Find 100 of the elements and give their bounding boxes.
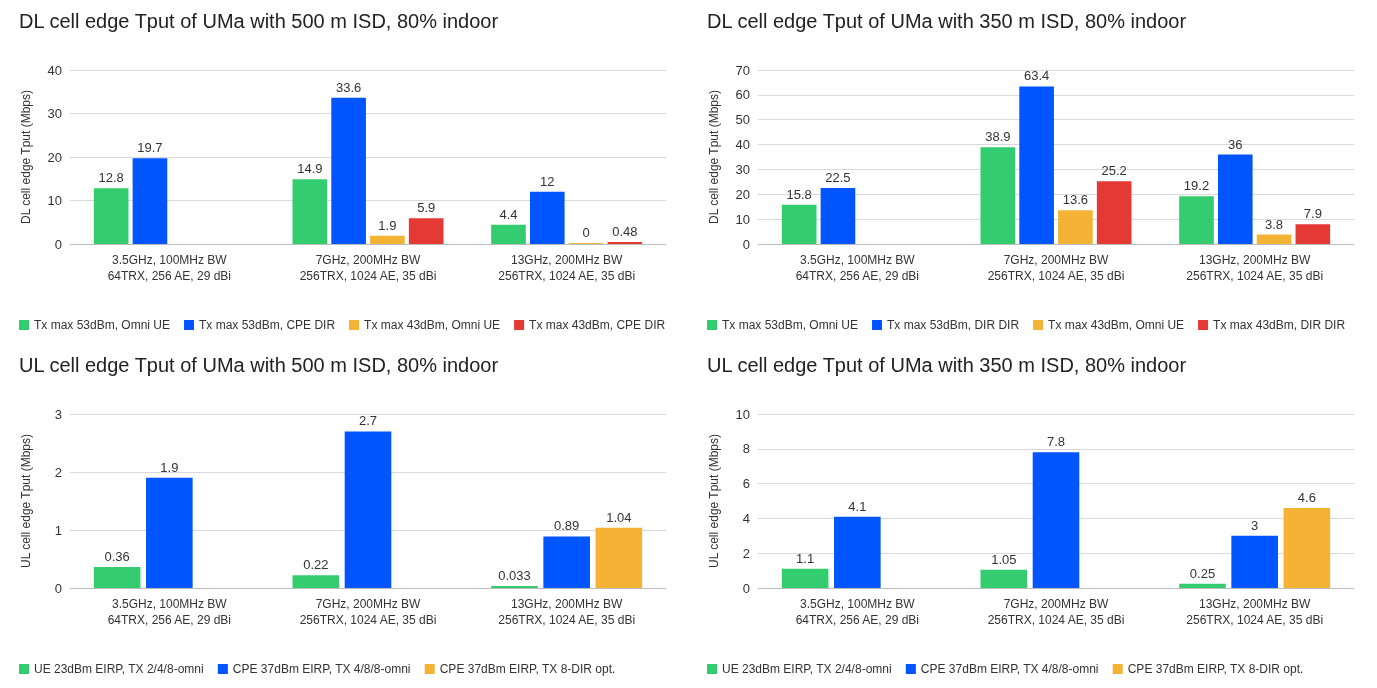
bar — [331, 97, 366, 244]
legend-label: Tx max 53dBm, Omni UE — [722, 318, 859, 332]
legend-label: Tx max 53dBm, DIR DIR — [887, 318, 1020, 332]
data-label: 0.36 — [104, 549, 130, 565]
y-tick-label: 2 — [742, 545, 750, 561]
legend-label: Tx max 43dBm, DIR DIR — [1213, 318, 1346, 332]
bar — [834, 516, 881, 588]
x-tick-label: 13GHz, 200MHz BW 256TRX, 1024 AE, 35 dBi — [498, 253, 636, 283]
data-label: 15.8 — [786, 186, 812, 202]
x-tick-label: 7GHz, 200MHz BW 256TRX, 1024 AE, 35 dBi — [299, 597, 437, 627]
data-label: 1.05 — [991, 551, 1017, 567]
y-axis-title: DL cell edge Tput (Mbps) — [707, 89, 721, 225]
chart-title: UL cell edge Tput of UMa with 500 m ISD, 80% indoor — [19, 354, 499, 376]
x-tick-label: 3.5GHz, 100MHz BW 64TRX, 256 AE, 29 dBi — [107, 597, 232, 627]
data-label: 7.8 — [1046, 434, 1066, 450]
bar — [292, 575, 340, 588]
bar — [1179, 196, 1214, 244]
bar — [1058, 210, 1093, 244]
y-tick-label: 0 — [54, 580, 62, 596]
x-tick-label: 13GHz, 200MHz BW 256TRX, 1024 AE, 35 dBi — [1186, 253, 1324, 283]
bar — [491, 224, 526, 244]
data-label: 2.7 — [358, 413, 378, 429]
y-tick-label: 40 — [735, 137, 750, 153]
bar — [1256, 234, 1292, 244]
data-label: 1.04 — [606, 509, 632, 525]
y-tick-label: 1 — [54, 522, 62, 538]
bar — [1096, 181, 1132, 244]
legend-label: UE 23dBm EIRP, TX 2/4/8-omni — [722, 662, 892, 676]
bar — [93, 188, 129, 244]
x-tick-label: 13GHz, 200MHz BW 256TRX, 1024 AE, 35 dBi — [498, 597, 636, 627]
data-label: 4.1 — [848, 498, 867, 514]
x-tick-label: 3.5GHz, 100MHz BW 64TRX, 256 AE, 29 dBi — [795, 253, 920, 283]
y-tick-label: 4 — [742, 510, 750, 526]
bar — [1231, 535, 1278, 588]
data-label: 19.7 — [137, 140, 163, 156]
legend-label: Tx max 53dBm, Omni UE — [34, 318, 171, 332]
bar — [543, 536, 590, 588]
chart-title: UL cell edge Tput of UMa with 350 m ISD, 80% indoor — [707, 354, 1187, 376]
x-tick-label: 7GHz, 200MHz BW 256TRX, 1024 AE, 35 dBi — [987, 253, 1125, 283]
data-label: 1.9 — [378, 217, 397, 233]
bar — [529, 191, 565, 244]
data-label: 33.6 — [335, 79, 362, 95]
y-tick-label: 30 — [47, 106, 62, 121]
data-label: 5.9 — [417, 200, 436, 216]
y-tick-label: 20 — [735, 186, 750, 202]
bar — [370, 235, 405, 244]
data-label: 7.9 — [1303, 206, 1322, 222]
data-label: 12.8 — [98, 170, 124, 186]
data-label: 0.48 — [612, 223, 638, 239]
y-tick-label: 0 — [54, 236, 62, 252]
legend-label: Tx max 43dBm, Omni UE — [364, 318, 501, 332]
bar — [344, 431, 392, 588]
y-tick-label: 0 — [742, 580, 750, 596]
x-tick-label: 3.5GHz, 100MHz BW 64TRX, 256 AE, 29 dBi — [795, 597, 920, 627]
data-label: 1.1 — [796, 550, 815, 566]
bar — [1019, 86, 1054, 244]
y-tick-label: 10 — [735, 406, 750, 422]
data-label: 3 — [1251, 517, 1259, 533]
data-label: 36 — [1228, 136, 1243, 152]
data-label: 0.033 — [498, 568, 531, 584]
x-tick-label: 7GHz, 200MHz BW 256TRX, 1024 AE, 35 dBi — [299, 253, 437, 283]
data-label: 0 — [582, 225, 590, 240]
y-axis-title: DL cell edge Tput (Mbps) — [19, 89, 33, 225]
data-label: 63.4 — [1023, 68, 1050, 84]
chart-title: DL cell edge Tput of UMa with 350 m ISD, 80% indoor — [707, 10, 1187, 32]
data-label: 0.22 — [303, 557, 329, 573]
y-tick-label: 70 — [735, 62, 750, 78]
bar — [93, 567, 141, 588]
y-tick-label: 3 — [54, 406, 62, 422]
y-tick-label: 2 — [54, 464, 62, 480]
legend-label: CPE 37dBm EIRP, TX 8-DIR opt. — [439, 662, 616, 676]
chart-title: DL cell edge Tput of UMa with 500 m ISD, 80% indoor — [19, 10, 499, 32]
data-label: 4.4 — [499, 206, 518, 222]
bar — [1295, 224, 1331, 244]
data-label: 14.9 — [297, 161, 323, 177]
bar — [980, 147, 1016, 244]
legend-label: Tx max 43dBm, Omni UE — [1048, 318, 1185, 332]
bar — [595, 527, 643, 588]
bar — [781, 204, 817, 244]
data-label: 0.25 — [1189, 565, 1216, 581]
data-label: 0.89 — [554, 518, 580, 534]
bar — [146, 477, 193, 588]
legend-label: Tx max 53dBm, CPE DIR — [199, 318, 336, 332]
data-label: 13.6 — [1062, 192, 1089, 208]
x-tick-label: 3.5GHz, 100MHz BW 64TRX, 256 AE, 29 dBi — [107, 253, 232, 283]
bar — [980, 569, 1028, 588]
bar — [1217, 154, 1253, 244]
y-tick-label: 10 — [47, 193, 62, 208]
legend-label: UE 23dBm EIRP, TX 2/4/8-omni — [34, 662, 204, 676]
bar — [1283, 507, 1331, 588]
y-axis-title: UL cell edge Tput (Mbps) — [707, 433, 721, 569]
data-label: 12 — [540, 173, 555, 189]
y-tick-label: 10 — [735, 211, 750, 227]
y-tick-label: 0 — [742, 236, 750, 252]
y-tick-label: 40 — [47, 62, 62, 78]
data-label: 1.9 — [160, 459, 179, 475]
data-label: 25.2 — [1101, 163, 1127, 179]
legend-label: CPE 37dBm EIRP, TX 8-DIR opt. — [1127, 662, 1304, 676]
bar — [132, 158, 168, 244]
data-label: 22.5 — [825, 170, 851, 186]
